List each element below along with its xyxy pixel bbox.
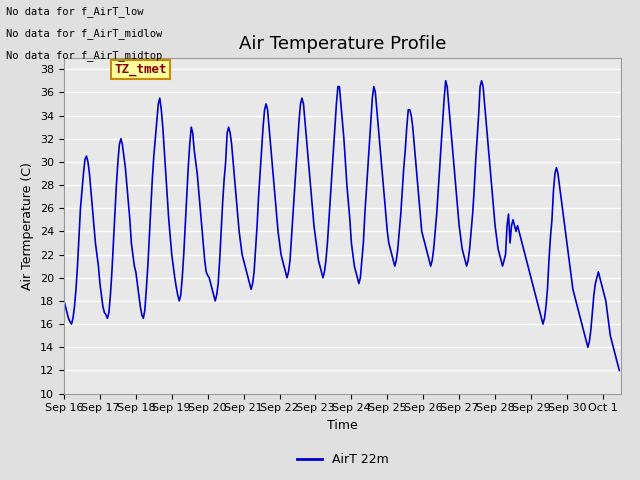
Y-axis label: Air Termperature (C): Air Termperature (C)	[22, 162, 35, 289]
Text: No data for f_AirT_midlow: No data for f_AirT_midlow	[6, 28, 163, 39]
Text: No data for f_AirT_low: No data for f_AirT_low	[6, 6, 144, 17]
Text: TZ_tmet: TZ_tmet	[114, 63, 166, 76]
Title: Air Temperature Profile: Air Temperature Profile	[239, 35, 446, 53]
X-axis label: Time: Time	[327, 419, 358, 432]
Legend: AirT 22m: AirT 22m	[292, 448, 393, 471]
Text: No data for f_AirT_midtop: No data for f_AirT_midtop	[6, 49, 163, 60]
